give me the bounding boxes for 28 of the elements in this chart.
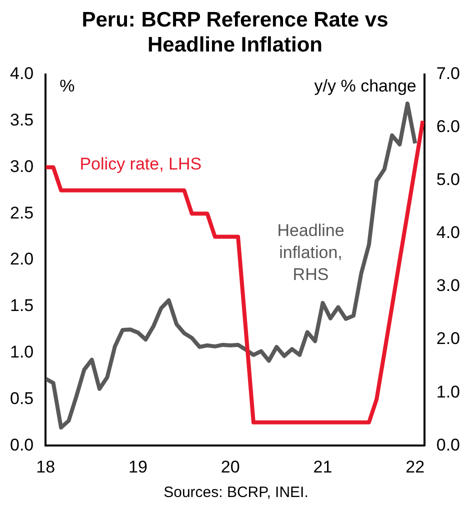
x-tick-label: 18 [36,457,56,476]
y2-tick-label: 4.0 [436,223,460,242]
y2-tick-label: 7.0 [436,64,460,84]
series-label: Policy rate, LHS [80,154,202,174]
y-tick-label: 0.0 [10,435,34,454]
x-tick-label: 21 [313,457,332,476]
y2-tick-label: 3.0 [436,276,460,296]
y-tick-label: 3.0 [10,156,34,176]
chart-title: Peru: BCRP Reference Rate vs Headline Inflation [82,8,388,57]
y-axis-title: % [60,76,75,96]
y-tick-label: 4.0 [10,64,34,84]
y-tick-label: 2.0 [10,250,34,269]
y2-tick-label: 0.0 [436,435,460,454]
y-tick-label: 0.5 [10,388,34,408]
y2-tick-label: 2.0 [436,329,460,348]
series-label: Headline inflation, RHS [277,221,344,284]
y-tick-label: 3.5 [10,110,34,130]
x-tick-label: 22 [406,457,425,476]
y2-tick-label: 6.0 [436,117,460,136]
x-tick-label: 20 [220,457,240,476]
y2-axis-title: y/y % change [314,76,416,96]
y-tick-label: 1.5 [10,296,34,316]
y2-tick-label: 1.0 [436,382,460,402]
source-note: Sources: BCRP, INEI. [162,484,310,501]
y2-tick-label: 5.0 [436,170,460,190]
x-tick-label: 19 [128,457,148,476]
y-tick-label: 1.0 [10,342,34,362]
y-tick-label: 2.5 [10,203,34,222]
